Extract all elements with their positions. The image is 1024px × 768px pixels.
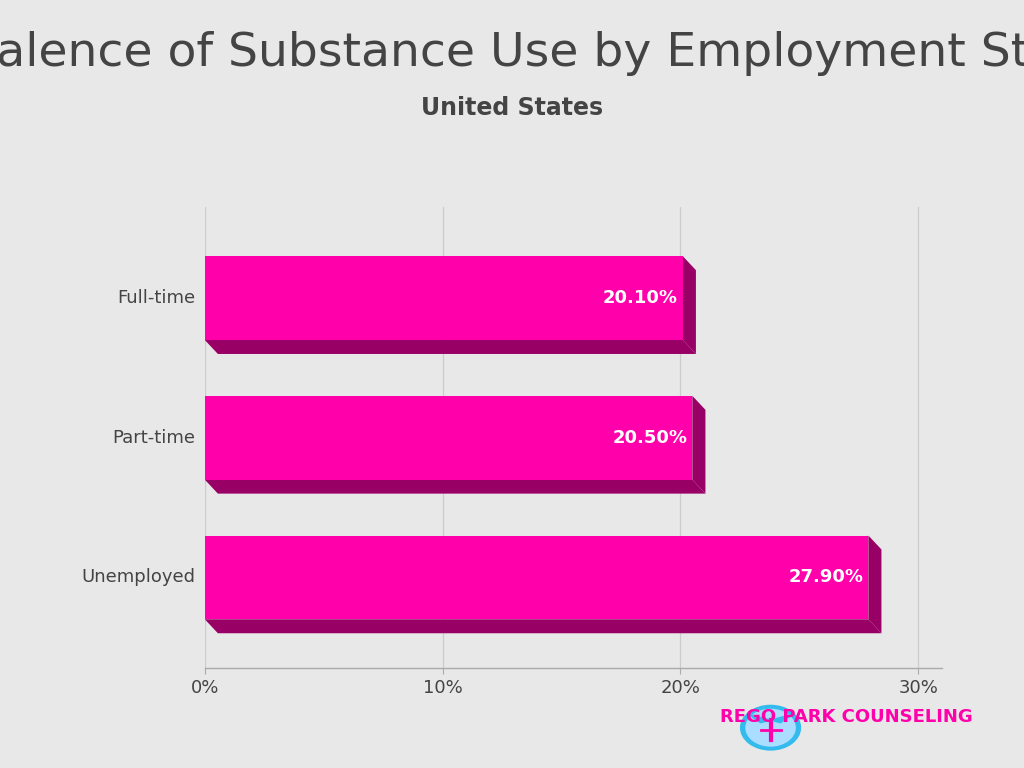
Bar — [205, 396, 692, 480]
Text: Full-time: Full-time — [117, 289, 196, 307]
Text: United States: United States — [421, 96, 603, 120]
Text: Part-time: Part-time — [113, 429, 196, 447]
Bar — [205, 257, 683, 340]
Text: Unemployed: Unemployed — [81, 568, 196, 587]
Polygon shape — [683, 257, 696, 354]
Polygon shape — [692, 396, 706, 494]
Polygon shape — [868, 535, 882, 634]
Circle shape — [740, 705, 801, 750]
Polygon shape — [770, 713, 794, 723]
Text: REGO PARK COUNSELING: REGO PARK COUNSELING — [720, 708, 973, 726]
Polygon shape — [748, 713, 770, 723]
Bar — [205, 535, 868, 619]
Polygon shape — [205, 340, 696, 354]
Text: 20.50%: 20.50% — [612, 429, 687, 447]
Text: 27.90%: 27.90% — [788, 568, 863, 587]
Polygon shape — [205, 480, 706, 494]
Text: Prevalence of Substance Use by Employment Status: Prevalence of Substance Use by Employmen… — [0, 31, 1024, 76]
Circle shape — [745, 709, 796, 746]
Text: 20.10%: 20.10% — [603, 289, 678, 307]
Polygon shape — [205, 619, 882, 634]
